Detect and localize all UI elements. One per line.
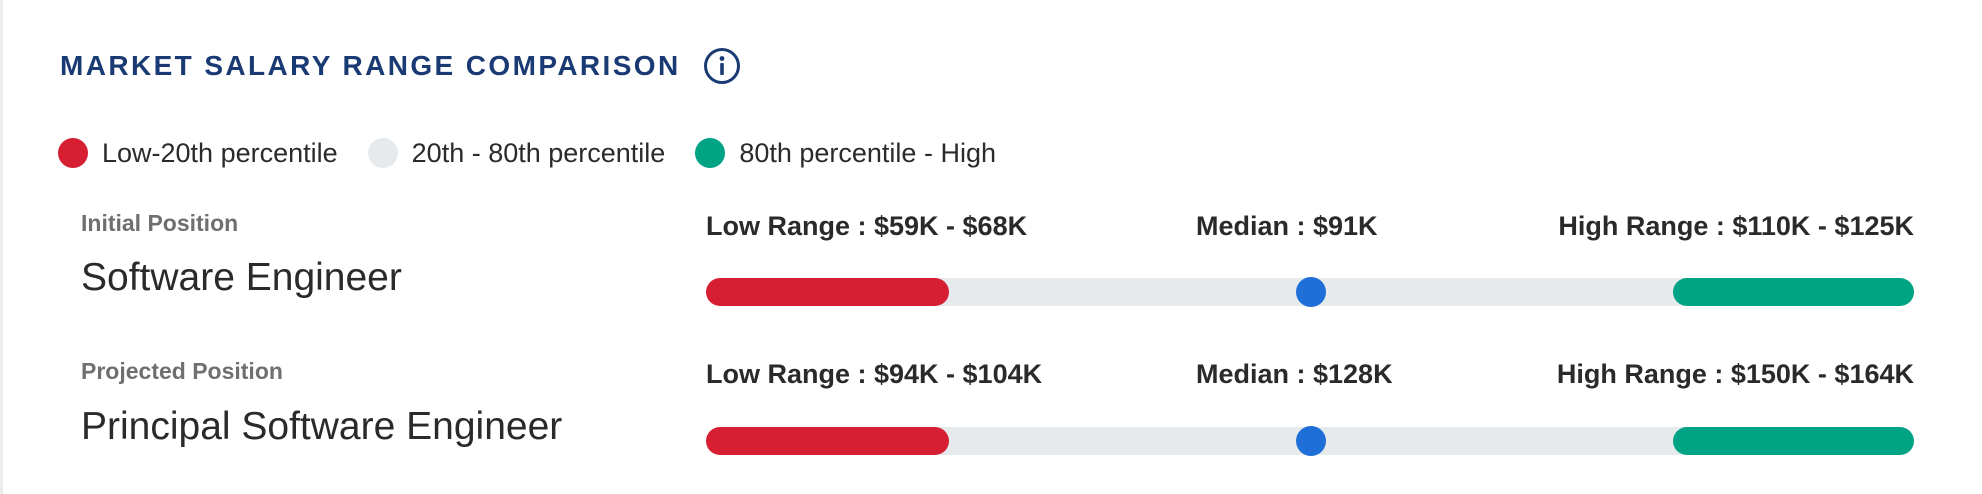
- salary-range-bar: [706, 277, 1914, 307]
- median-marker: [1296, 277, 1326, 307]
- median-marker: [1296, 426, 1326, 456]
- legend-label: 20th - 80th percentile: [411, 138, 666, 168]
- section-header: MARKET SALARY RANGE COMPARISON: [60, 46, 741, 86]
- legend-label: 80th percentile - High: [739, 138, 996, 168]
- salary-row-projected: Projected Position Principal Software En…: [0, 0, 1982, 456]
- legend: Low-20th percentile 20th - 80th percenti…: [58, 136, 1026, 170]
- position-title: Principal Software Engineer: [81, 405, 563, 448]
- low-range-label: Low Range : $59K - $68K: [706, 211, 1028, 241]
- high-range-segment: [1673, 278, 1914, 306]
- high-range-label: High Range : $150K - $164K: [1556, 359, 1914, 389]
- info-circle-icon[interactable]: [703, 47, 741, 85]
- legend-mid-dot: [367, 138, 398, 168]
- low-range-segment: [706, 427, 949, 455]
- position-kind-label: Projected Position: [81, 358, 283, 384]
- salary-range-bar: [706, 426, 1914, 456]
- high-range-segment: [1673, 427, 1914, 455]
- low-range-segment: [706, 278, 949, 306]
- high-range-label: High Range : $110K - $125K: [1558, 211, 1914, 241]
- legend-label: Low-20th percentile: [102, 138, 338, 168]
- position-kind-label: Initial Position: [81, 210, 239, 236]
- legend-item-low: Low-20th percentile: [58, 136, 338, 170]
- section-title: MARKET SALARY RANGE COMPARISON: [60, 50, 681, 81]
- low-range-label: Low Range : $94K - $104K: [706, 359, 1043, 389]
- legend-high-dot: [695, 138, 726, 168]
- legend-low-dot: [58, 138, 88, 168]
- median-label: Median : $91K: [1196, 211, 1378, 241]
- salary-row-initial: Initial Position Software Engineer Low R…: [0, 0, 1982, 307]
- legend-item-mid: 20th - 80th percentile: [367, 136, 666, 170]
- card-border: [0, 0, 3, 494]
- median-label: Median : $128K: [1196, 359, 1393, 389]
- legend-item-high: 80th percentile - High: [695, 136, 996, 170]
- position-title: Software Engineer: [81, 256, 402, 299]
